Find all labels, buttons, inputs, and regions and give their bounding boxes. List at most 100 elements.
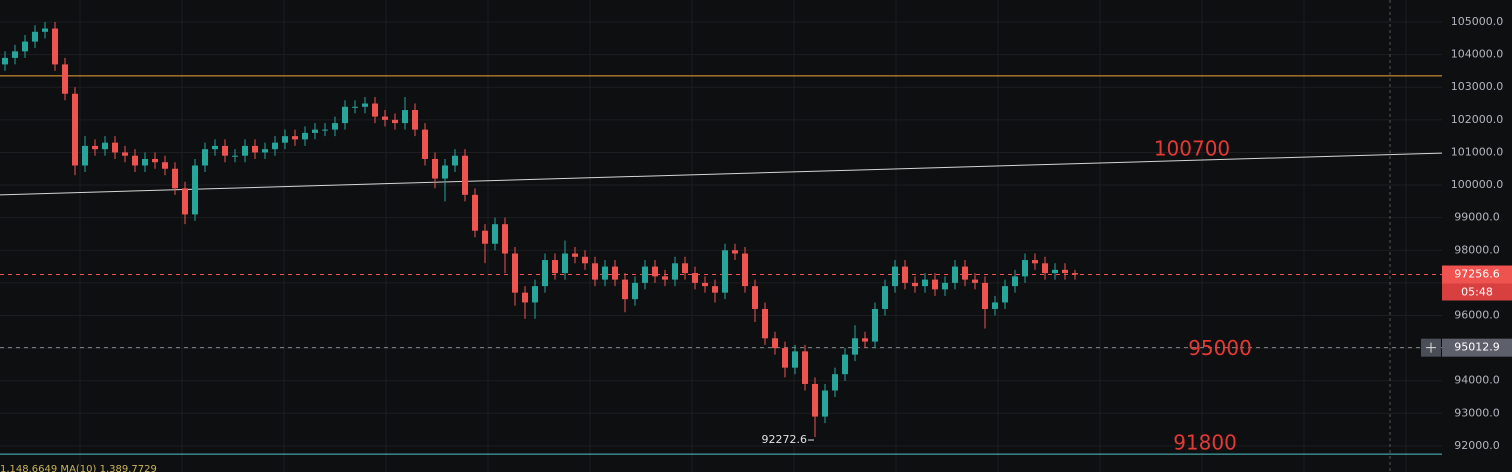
candle-body xyxy=(872,308,878,342)
crosshair-tag xyxy=(1442,338,1512,357)
y-tick-label: 102000.0 xyxy=(1451,113,1504,126)
candle-body xyxy=(602,266,608,280)
candle-body xyxy=(452,155,458,166)
candle-body xyxy=(962,266,968,280)
candle-body xyxy=(672,263,678,280)
level-annotation: 100700 xyxy=(1154,137,1230,161)
level-annotation: 91800 xyxy=(1173,431,1237,455)
candle-body xyxy=(252,145,258,153)
y-tick-label: 92000.0 xyxy=(1454,439,1500,452)
candle-body xyxy=(1022,260,1028,277)
candle-body xyxy=(92,145,98,150)
candle-body xyxy=(512,253,518,293)
candle-body xyxy=(782,348,788,368)
candle-body xyxy=(912,282,918,287)
candle-body xyxy=(742,253,748,287)
candle-body xyxy=(1002,286,1008,303)
candle-body xyxy=(302,132,308,140)
candle-body xyxy=(1012,276,1018,287)
candle-body xyxy=(802,351,808,384)
candle-body xyxy=(462,155,468,195)
candle-body xyxy=(162,162,168,169)
candle-body xyxy=(562,253,568,274)
candle-body xyxy=(402,110,408,124)
candle-body xyxy=(102,142,108,150)
candle-body xyxy=(582,256,588,264)
y-tick-label: 103000.0 xyxy=(1451,80,1504,93)
y-tick-label: 101000.0 xyxy=(1451,145,1504,158)
candle-body xyxy=(362,103,368,107)
candle-body xyxy=(132,155,138,166)
y-tick-label: 98000.0 xyxy=(1454,243,1500,256)
indicator-text: 1,148.6649 MA(10) 1,389.7729 xyxy=(0,464,157,472)
candle-body xyxy=(862,338,868,342)
candle-body xyxy=(442,165,448,179)
candle-body xyxy=(982,282,988,309)
candle-body xyxy=(502,224,508,254)
trend-line xyxy=(0,152,1443,196)
candle-body xyxy=(682,263,688,274)
candle-body xyxy=(752,286,758,309)
candle-body xyxy=(832,374,838,391)
candle-body xyxy=(652,266,658,277)
countdown-label: 05:48 xyxy=(1461,286,1493,299)
countdown-tag xyxy=(1442,283,1512,301)
candle-body xyxy=(282,136,288,143)
candle-body xyxy=(152,158,158,163)
candle-body xyxy=(182,188,188,215)
candle-body xyxy=(432,158,438,179)
candle-body xyxy=(232,155,238,157)
candle-body xyxy=(112,142,118,153)
level-annotation: 95000 xyxy=(1188,336,1252,360)
candle-body xyxy=(792,351,798,368)
last-price-label: 97256.6 xyxy=(1454,268,1500,281)
y-tick-label: 104000.0 xyxy=(1451,48,1504,61)
candle-body xyxy=(692,273,698,283)
candle-body xyxy=(622,279,628,300)
candle-body xyxy=(242,145,248,156)
candle-body xyxy=(492,224,498,244)
candle-body xyxy=(332,123,338,130)
candle-body xyxy=(552,260,558,274)
candle-body xyxy=(592,263,598,280)
candle-body xyxy=(732,250,738,254)
candle-body xyxy=(712,286,718,293)
candle-body xyxy=(812,383,818,417)
candle-body xyxy=(82,145,88,166)
candle-body xyxy=(1072,273,1078,275)
candle-body xyxy=(632,282,638,300)
candle-body xyxy=(12,51,18,58)
candle-body xyxy=(292,136,298,140)
candle-body xyxy=(1052,269,1058,274)
candle-body xyxy=(852,338,858,355)
candle-body xyxy=(352,106,358,108)
candle-body xyxy=(142,158,148,166)
candle-body xyxy=(122,152,128,156)
candle-body xyxy=(952,266,958,283)
y-tick-label: 96000.0 xyxy=(1454,308,1500,321)
candle-body xyxy=(482,230,488,244)
candle-body xyxy=(172,168,178,189)
candle-body xyxy=(372,103,378,117)
candle-body xyxy=(542,260,548,287)
candle-body xyxy=(932,279,938,290)
y-tick-label: 93000.0 xyxy=(1454,406,1500,419)
candle-body xyxy=(422,129,428,159)
candle-body xyxy=(22,41,28,52)
candle-body xyxy=(702,282,708,287)
y-tick-label: 99000.0 xyxy=(1454,211,1500,224)
y-tick-label: 100000.0 xyxy=(1451,178,1504,191)
candle-body xyxy=(722,250,728,293)
candle-body xyxy=(642,266,648,283)
candle-body xyxy=(882,286,888,309)
y-tick-label: 105000.0 xyxy=(1451,15,1504,28)
candle-body xyxy=(2,57,8,65)
plus-icon xyxy=(1426,342,1436,353)
candle-body xyxy=(762,308,768,339)
candle-body xyxy=(62,64,68,94)
candle-body xyxy=(662,276,668,280)
candle-body xyxy=(472,194,478,231)
last-price-tag xyxy=(1442,265,1512,284)
